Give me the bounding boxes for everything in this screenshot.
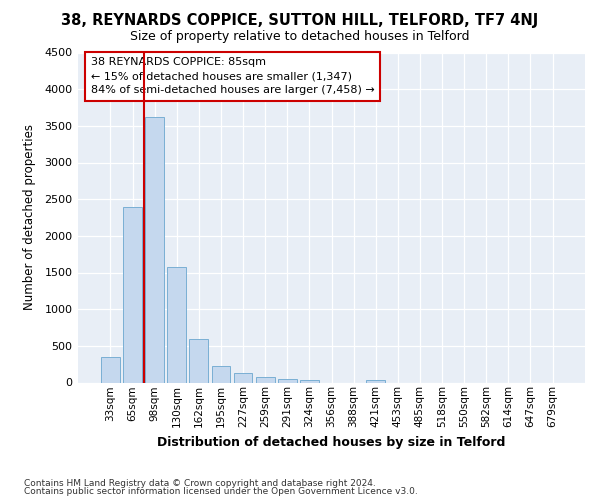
Bar: [300, 380, 319, 382]
Bar: [278, 379, 296, 382]
Text: 38 REYNARDS COPPICE: 85sqm
← 15% of detached houses are smaller (1,347)
84% of s: 38 REYNARDS COPPICE: 85sqm ← 15% of deta…: [91, 58, 374, 96]
Text: Contains public sector information licensed under the Open Government Licence v3: Contains public sector information licen…: [24, 487, 418, 496]
Bar: [367, 380, 385, 382]
Y-axis label: Number of detached properties: Number of detached properties: [23, 124, 36, 310]
Bar: [212, 366, 230, 382]
Bar: [167, 268, 186, 382]
Bar: [190, 338, 208, 382]
Text: Contains HM Land Registry data © Crown copyright and database right 2024.: Contains HM Land Registry data © Crown c…: [24, 478, 376, 488]
Text: Size of property relative to detached houses in Telford: Size of property relative to detached ho…: [130, 30, 470, 43]
Bar: [101, 357, 120, 382]
Bar: [123, 206, 142, 382]
Text: 38, REYNARDS COPPICE, SUTTON HILL, TELFORD, TF7 4NJ: 38, REYNARDS COPPICE, SUTTON HILL, TELFO…: [61, 12, 539, 28]
X-axis label: Distribution of detached houses by size in Telford: Distribution of detached houses by size …: [157, 436, 506, 448]
Bar: [233, 373, 253, 382]
Bar: [256, 378, 275, 382]
Bar: [145, 117, 164, 382]
